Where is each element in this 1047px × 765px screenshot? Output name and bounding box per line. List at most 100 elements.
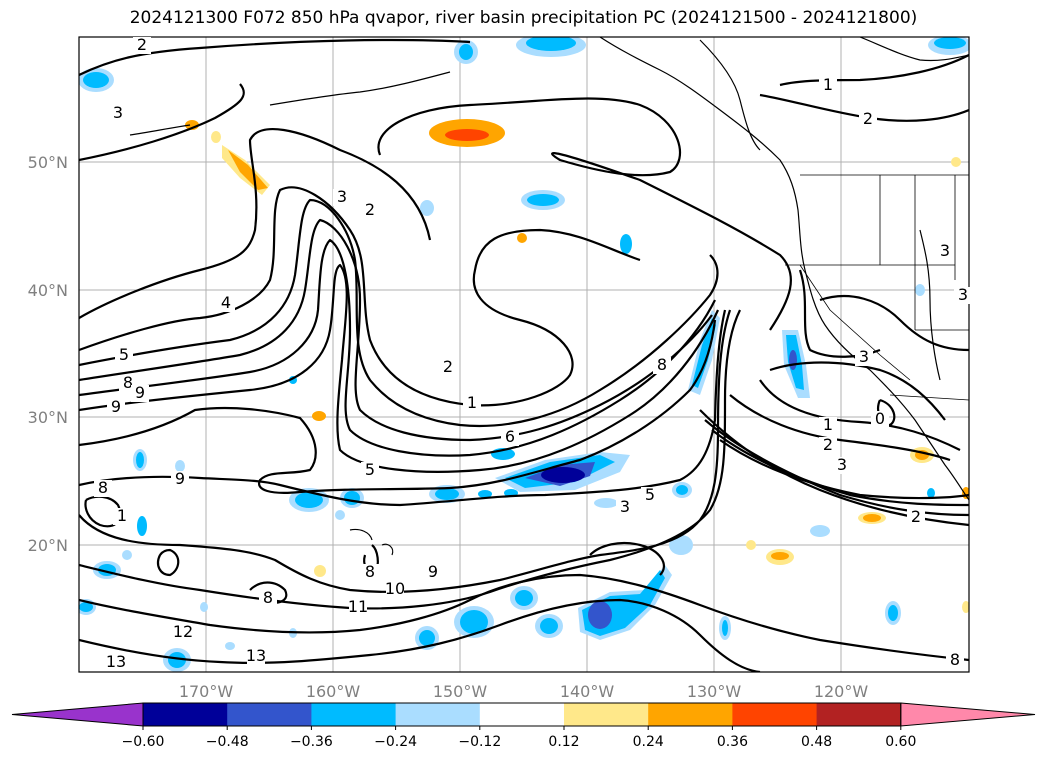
contour-label: 3 (337, 187, 347, 206)
contour-label-bg (349, 599, 367, 616)
precip-shading (79, 37, 969, 672)
contour-label-bg (171, 471, 189, 488)
lon-label-160w: 160°W (306, 682, 361, 701)
contour-label: 8 (123, 373, 133, 392)
contour-label: 8 (98, 478, 108, 497)
contour-label: 2 (823, 435, 833, 454)
contour-label: 5 (365, 460, 375, 479)
colorbar-tick-label: −0.48 (206, 734, 249, 750)
contour-label-bg (107, 654, 125, 671)
contour-label-bg (259, 590, 277, 607)
contour-label: 12 (173, 622, 193, 641)
contour-label: 3 (958, 285, 968, 304)
contour-label-bg (247, 648, 265, 665)
contour-label: 13 (246, 646, 266, 665)
colorbar-tick-label: −0.12 (458, 734, 501, 750)
colorbar-tick-label: 0.36 (717, 734, 748, 750)
contour-label-bg (361, 202, 379, 219)
contour-label: 3 (837, 455, 847, 474)
contour-label: 0 (875, 409, 885, 428)
contour-label-bg (653, 357, 671, 374)
contour-label-bg (946, 652, 964, 669)
lon-label-170w: 170°W (179, 682, 234, 701)
colorbar-segment (311, 703, 397, 726)
qvapor-contours (79, 38, 969, 672)
contour-label: 13 (106, 652, 126, 671)
contour-label: 3 (940, 241, 950, 260)
contour-label-bg (386, 581, 404, 598)
colorbar-extend-high (900, 702, 1036, 727)
contour-label: 2 (911, 507, 921, 526)
lat-label-30n: 30°N (28, 408, 68, 427)
latitude-labels: 50°N 40°N 30°N 20°N (28, 153, 68, 555)
contour-label: 3 (620, 497, 630, 516)
contour-label-bg (819, 417, 837, 434)
contour-label-bg (616, 499, 634, 516)
contour-label-bg (439, 359, 457, 376)
colorbar-tick-label: 0.12 (548, 734, 579, 750)
colorbar-tick-label: −0.36 (290, 734, 333, 750)
contour-label-bg (361, 564, 379, 581)
contour-label-bg (936, 243, 954, 260)
contour-label: 8 (950, 650, 960, 669)
contour-label-bg (131, 385, 149, 402)
state-borders (785, 174, 969, 401)
contour-label-bg (641, 487, 659, 504)
map-title: 2024121300 F072 850 hPa qvapor, river ba… (129, 8, 918, 28)
contour-label-bg (833, 457, 851, 474)
contour-label: 9 (175, 469, 185, 488)
contour-label-bg (819, 77, 837, 94)
contour-label: 8 (657, 355, 667, 374)
contour-label-bg (174, 624, 192, 641)
longitude-labels: 170°W 160°W 150°W 140°W 130°W 120°W (179, 682, 869, 701)
lat-label-40n: 40°N (28, 281, 68, 300)
map-frame (78, 36, 970, 673)
lon-label-130w: 130°W (687, 682, 742, 701)
colorbar-tick-label: 0.48 (801, 734, 832, 750)
map-area (79, 37, 969, 672)
colorbar-segment (732, 703, 818, 726)
contour-label-bg (819, 437, 837, 454)
contour-label-bg (463, 395, 481, 412)
colorbar-segment (648, 703, 733, 726)
contour-label-bg (217, 295, 235, 312)
contour-label: 3 (859, 347, 869, 366)
contour-label: 9 (111, 397, 121, 416)
contour-label: 9 (428, 562, 438, 581)
colorbar-segment (227, 703, 312, 726)
contour-label: 1 (467, 393, 477, 412)
contour-label: 9 (135, 383, 145, 402)
contour-label-bg (94, 480, 112, 497)
lon-label-120w: 120°W (814, 682, 869, 701)
contour-label-bg (954, 287, 972, 304)
colorbar-segment (143, 703, 228, 726)
colorbar: −0.60 −0.48 −0.36 −0.24 −0.12 0.12 0.24 0.36 0.4… (11, 702, 1036, 750)
colorbar-segment (479, 703, 565, 726)
colorbar-outline (142, 702, 902, 727)
contour-label-bg (907, 509, 925, 526)
contour-label: 1 (117, 506, 127, 525)
colorbar-segment (816, 703, 902, 726)
contour-label-bg (859, 111, 877, 128)
contour-label: 5 (645, 485, 655, 504)
contour-label-bg (133, 37, 151, 54)
contour-label: 10 (385, 579, 405, 598)
contour-label-bg (115, 347, 133, 364)
contour-label: 11 (348, 597, 368, 616)
contour-label: 2 (365, 200, 375, 219)
colorbar-tick-label: −0.60 (122, 734, 165, 750)
lon-label-150w: 150°W (433, 682, 488, 701)
contour-label-bg (424, 564, 442, 581)
contour-label-bg (871, 411, 889, 428)
lat-label-20n: 20°N (28, 536, 68, 555)
colorbar-tick-label: 0.60 (885, 734, 916, 750)
contour-label-bg (855, 349, 873, 366)
lon-label-140w: 140°W (560, 682, 615, 701)
contour-label: 4 (221, 293, 231, 312)
contour-label-bg (113, 508, 131, 525)
colorbar-tick-label: 0.24 (633, 734, 664, 750)
colorbar-tick-label: −0.24 (374, 734, 417, 750)
coastlines (129, 37, 969, 556)
